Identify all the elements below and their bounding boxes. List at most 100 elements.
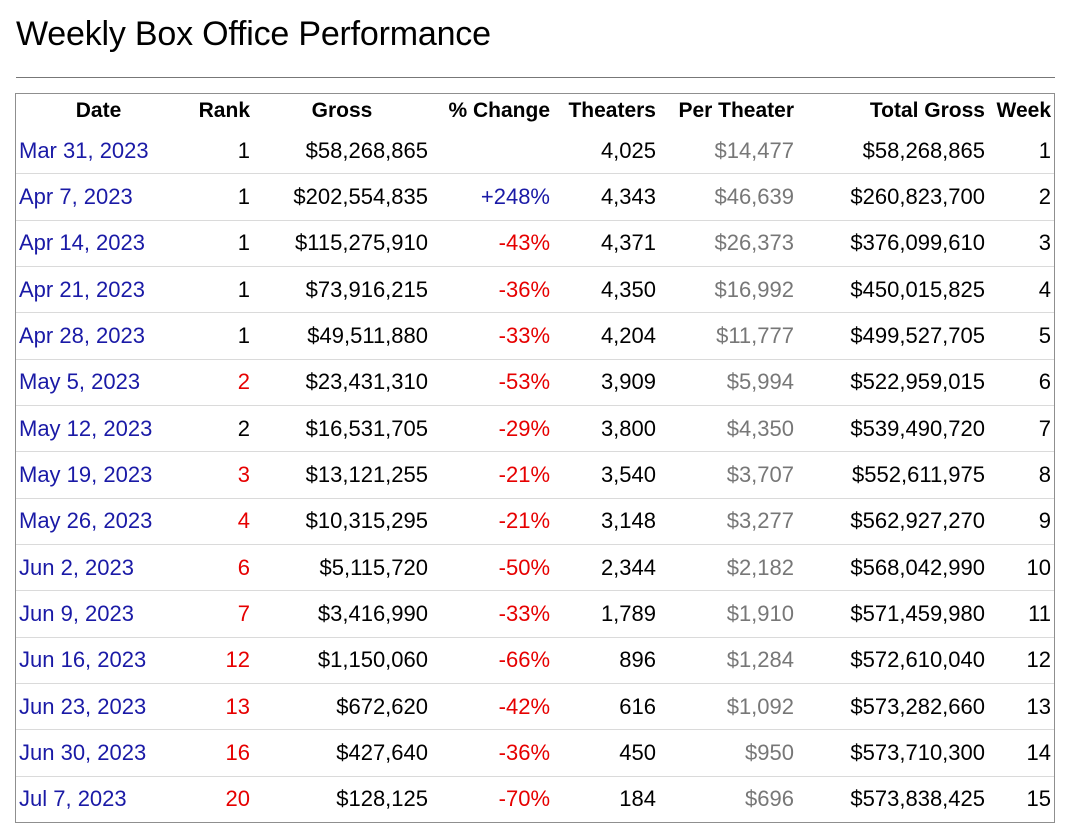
- table-row: May 12, 2023 2 $16,531,705 -29% 3,800 $4,350 $…: [16, 404, 1054, 452]
- table-row: May 19, 2023 3 $13,121,255 -21% 3,540 $3,707 $…: [16, 451, 1054, 499]
- change-cell: -36%: [431, 265, 553, 313]
- date-link[interactable]: Jun 30, 2023: [16, 729, 181, 777]
- per-theater-cell: $3,277: [659, 497, 797, 545]
- rank-cell: 1: [237, 137, 250, 163]
- date-link[interactable]: May 5, 2023: [16, 358, 181, 406]
- column-header-gross: Gross: [311, 99, 373, 122]
- column-header-change: % Change: [448, 99, 550, 122]
- change-cell: -53%: [431, 358, 553, 406]
- gross-cell: $49,511,880: [253, 312, 431, 360]
- theaters-cell: 3,909: [553, 358, 659, 406]
- date-link[interactable]: Jun 9, 2023: [16, 590, 181, 638]
- column-header-rank: Rank: [198, 99, 250, 122]
- date-link[interactable]: Mar 31, 2023: [19, 137, 149, 163]
- rank-cell: 16: [181, 729, 253, 777]
- total-gross-cell: $260,823,700: [797, 173, 988, 221]
- date-link[interactable]: May 26, 2023: [16, 497, 181, 545]
- change-cell: -29%: [431, 404, 553, 452]
- theaters-cell: 4,025: [600, 137, 656, 163]
- per-theater-cell: $1,284: [659, 636, 797, 684]
- date-link[interactable]: Apr 21, 2023: [16, 265, 181, 313]
- total-gross-cell: $552,611,975: [797, 451, 988, 499]
- theaters-cell: 4,350: [553, 265, 659, 313]
- per-theater-cell: $1,092: [659, 682, 797, 730]
- per-theater-cell: $26,373: [659, 219, 797, 267]
- gross-cell: $427,640: [253, 729, 431, 777]
- date-link[interactable]: Apr 28, 2023: [16, 312, 181, 360]
- rank-cell: 13: [181, 682, 253, 730]
- total-gross-cell: $522,959,015: [797, 358, 988, 406]
- theaters-cell: 616: [553, 682, 659, 730]
- per-theater-cell: $11,777: [659, 312, 797, 360]
- total-gross-cell: $568,042,990: [797, 543, 988, 591]
- table-header-row: Date Rank Gross % Change Theaters Per Th…: [16, 94, 1054, 128]
- per-theater-cell: $2,182: [659, 543, 797, 591]
- total-gross-cell: $499,527,705: [797, 312, 988, 360]
- rank-cell: 2: [181, 404, 253, 452]
- rank-cell: 1: [181, 219, 253, 267]
- week-cell: 2: [988, 173, 1054, 221]
- change-cell: -50%: [431, 543, 553, 591]
- table-row: Apr 14, 2023 1 $115,275,910 -43% 4,371 $26,37…: [16, 219, 1054, 267]
- change-cell: -33%: [431, 312, 553, 360]
- theaters-cell: 1,789: [553, 590, 659, 638]
- date-link[interactable]: Apr 14, 2023: [16, 219, 181, 267]
- gross-cell: $73,916,215: [253, 265, 431, 313]
- gross-cell: $16,531,705: [253, 404, 431, 452]
- date-link[interactable]: Jul 7, 2023: [16, 775, 181, 822]
- week-cell: 15: [988, 775, 1054, 822]
- column-header-date: Date: [75, 99, 122, 122]
- total-gross-cell: $573,838,425: [797, 775, 988, 822]
- per-theater-cell: $14,477: [714, 137, 794, 163]
- theaters-cell: 3,540: [553, 451, 659, 499]
- gross-cell: $58,268,865: [305, 137, 428, 163]
- theaters-cell: 4,371: [553, 219, 659, 267]
- per-theater-cell: $950: [659, 729, 797, 777]
- gross-cell: $5,115,720: [253, 543, 431, 591]
- gross-cell: $672,620: [253, 682, 431, 730]
- gross-cell: $13,121,255: [253, 451, 431, 499]
- table-row: May 5, 2023 2 $23,431,310 -53% 3,909 $5,994 $5…: [16, 358, 1054, 406]
- per-theater-cell: $4,350: [659, 404, 797, 452]
- box-office-table-container: Date Rank Gross % Change Theaters Per Th…: [15, 93, 1055, 823]
- date-link[interactable]: Jun 2, 2023: [16, 543, 181, 591]
- change-cell: -42%: [431, 682, 553, 730]
- gross-cell: $10,315,295: [253, 497, 431, 545]
- week-cell: 12: [988, 636, 1054, 684]
- date-link[interactable]: May 19, 2023: [16, 451, 181, 499]
- gross-cell: $115,275,910: [253, 219, 431, 267]
- rank-cell: 4: [181, 497, 253, 545]
- column-header-theaters: Theaters: [568, 99, 656, 122]
- date-link[interactable]: Jun 16, 2023: [16, 636, 181, 684]
- change-cell: -21%: [431, 497, 553, 545]
- table-row: Jun 23, 2023 13 $672,620 -42% 616 $1,092 $573,…: [16, 682, 1054, 730]
- per-theater-cell: $696: [659, 775, 797, 822]
- week-cell: 10: [988, 543, 1054, 591]
- table-body: Mar 31, 2023 1 $58,268,865 4,025 $14,477 $58,…: [16, 128, 1054, 822]
- rank-cell: 12: [181, 636, 253, 684]
- box-office-table: Date Rank Gross % Change Theaters Per Th…: [16, 94, 1054, 822]
- table-row: Apr 7, 2023 1 $202,554,835 +248% 4,343 $46,63…: [16, 173, 1054, 221]
- per-theater-cell: $3,707: [659, 451, 797, 499]
- per-theater-cell: $1,910: [659, 590, 797, 638]
- column-header-total-gross: Total Gross: [869, 99, 985, 122]
- rank-cell: 1: [181, 173, 253, 221]
- change-cell: -33%: [431, 590, 553, 638]
- rank-cell: 3: [181, 451, 253, 499]
- table-row: Jul 7, 2023 20 $128,125 -70% 184 $696 $573,838…: [16, 775, 1054, 822]
- theaters-cell: 2,344: [553, 543, 659, 591]
- theaters-cell: 4,343: [553, 173, 659, 221]
- date-link[interactable]: Jun 23, 2023: [16, 682, 181, 730]
- date-link[interactable]: May 12, 2023: [16, 404, 181, 452]
- change-cell: -66%: [431, 636, 553, 684]
- change-cell: +248%: [431, 173, 553, 221]
- theaters-cell: 184: [553, 775, 659, 822]
- week-cell: 13: [988, 682, 1054, 730]
- total-gross-cell: $562,927,270: [797, 497, 988, 545]
- per-theater-cell: $16,992: [659, 265, 797, 313]
- page-title: Weekly Box Office Performance: [16, 15, 491, 53]
- rank-cell: 6: [181, 543, 253, 591]
- total-gross-cell: $450,015,825: [797, 265, 988, 313]
- date-link[interactable]: Apr 7, 2023: [16, 173, 181, 221]
- week-cell: 1: [1038, 137, 1051, 163]
